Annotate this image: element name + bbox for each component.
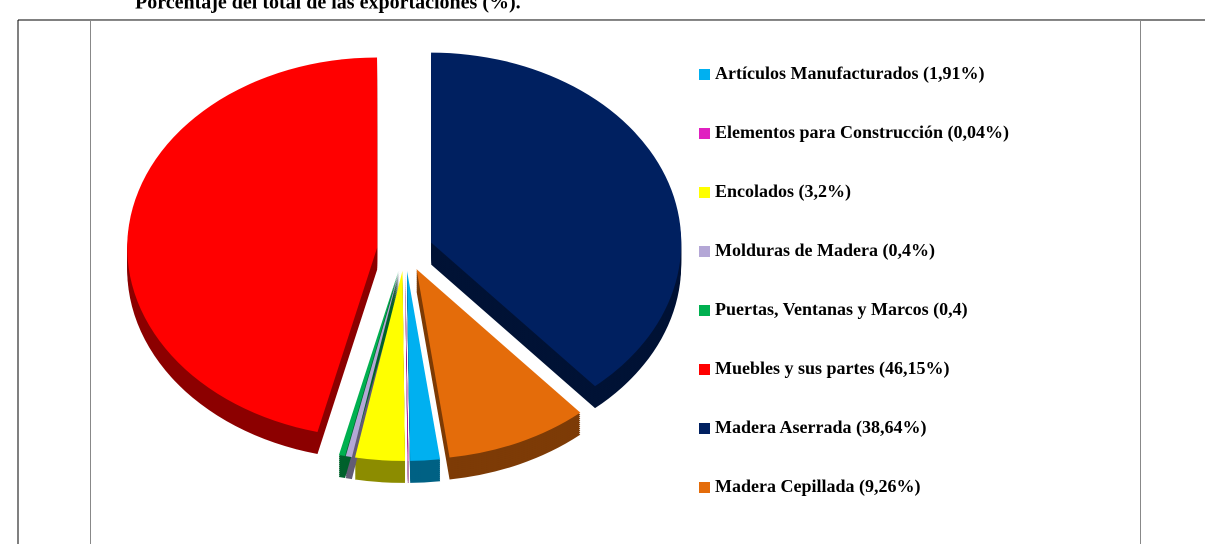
legend-swatch <box>699 187 710 198</box>
legend-swatch <box>699 305 710 316</box>
legend-swatch <box>699 69 710 80</box>
legend-label: Puertas, Ventanas y Marcos (0,4) <box>715 299 968 320</box>
legend-label: Molduras de Madera (0,4%) <box>715 240 935 261</box>
slice <box>431 52 682 387</box>
legend-label: Muebles y sus partes (46,15%) <box>715 358 950 379</box>
legend-label: Elementos para Construcción (0,04%) <box>715 122 1009 143</box>
legend-swatch <box>699 246 710 257</box>
legend-swatch <box>699 128 710 139</box>
slice <box>405 270 409 461</box>
legend-label: Madera Cepillada (9,26%) <box>715 476 920 497</box>
slice <box>338 270 399 457</box>
legend-label: Artículos Manufacturados (1,91%) <box>715 63 984 84</box>
legend-label: Encolados (3,2%) <box>715 181 851 202</box>
slice <box>345 270 400 458</box>
legend-label: Madera Aserrada (38,64%) <box>715 417 926 438</box>
slice <box>407 270 441 461</box>
legend-swatch <box>699 364 710 375</box>
legend-swatch <box>699 423 710 434</box>
pie <box>127 52 682 483</box>
slice <box>355 270 406 461</box>
chart-title: Porcentaje del total de las exportacione… <box>135 0 521 14</box>
slice <box>127 57 378 432</box>
slice <box>416 269 581 458</box>
legend-swatch <box>699 482 710 493</box>
